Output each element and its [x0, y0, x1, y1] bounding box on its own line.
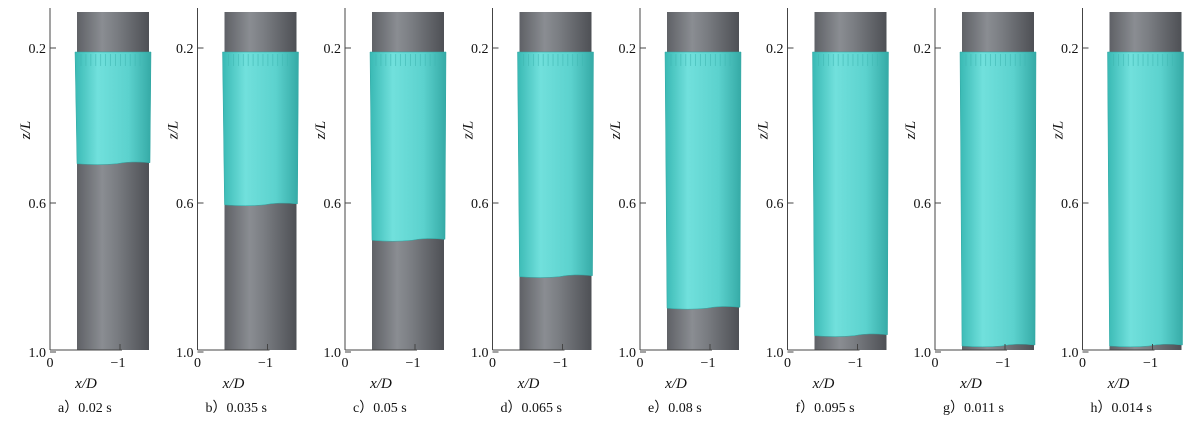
- y-tick-label: 0.6: [766, 197, 784, 212]
- panel-3: 0.2 0.6 1.0 z/L 0 −1 x/D c）0.05 s: [313, 8, 447, 416]
- x-tick-label: 0: [47, 356, 54, 371]
- y-tick-label: 1.0: [471, 346, 489, 361]
- x-axis-title: x/D: [812, 376, 835, 392]
- y-axis-title: z/L: [461, 121, 477, 140]
- liquid-film: [959, 51, 1037, 348]
- y-tick-label: 1.0: [324, 346, 342, 361]
- panel-caption: e）0.08 s: [648, 400, 702, 416]
- y-tick-label: 0.6: [176, 197, 194, 212]
- y-tick-label: 1.0: [619, 346, 637, 361]
- y-tick-label: 0.2: [619, 42, 637, 57]
- y-axis-title: z/L: [608, 121, 624, 140]
- y-tick-label: 0.2: [1061, 42, 1079, 57]
- x-axis-title: x/D: [517, 376, 540, 392]
- liquid-film: [812, 51, 889, 337]
- panel-5: 0.2 0.6 1.0 z/L 0 −1 x/D e）0.08 s: [608, 8, 742, 416]
- x-axis-title: x/D: [74, 376, 97, 392]
- x-axis-title: x/D: [369, 376, 392, 392]
- y-axis-title: z/L: [313, 121, 329, 140]
- x-axis-title: x/D: [959, 376, 982, 392]
- y-tick-label: 1.0: [766, 346, 784, 361]
- panel-1: 0.2 0.6 1.0 z/L 0 −1 x/D a）0.02 s: [18, 8, 152, 416]
- x-tick-label: −1: [1143, 356, 1158, 371]
- x-tick-label: −1: [111, 356, 126, 371]
- x-tick-label: −1: [848, 356, 863, 371]
- liquid-film: [369, 51, 447, 242]
- x-axis-title: x/D: [664, 376, 687, 392]
- x-tick-label: 0: [637, 356, 644, 371]
- panel-2: 0.2 0.6 1.0 z/L 0 −1 x/D b）0.035 s: [166, 8, 299, 416]
- x-tick-label: 0: [194, 356, 201, 371]
- x-tick-label: 0: [932, 356, 939, 371]
- x-axis-title: x/D: [1107, 376, 1130, 392]
- y-tick-label: 0.2: [914, 42, 932, 57]
- x-tick-label: −1: [406, 356, 421, 371]
- y-axis-title: z/L: [166, 121, 182, 140]
- x-tick-label: 0: [784, 356, 791, 371]
- liquid-film: [1107, 51, 1184, 348]
- panel-4: 0.2 0.6 1.0 z/L 0 −1 x/D d）0.065 s: [461, 8, 594, 416]
- x-tick-label: 0: [1079, 356, 1086, 371]
- panel-caption: b）0.035 s: [206, 400, 267, 416]
- x-axis-title: x/D: [222, 376, 245, 392]
- y-tick-label: 0.2: [29, 42, 47, 57]
- y-tick-label: 1.0: [1061, 346, 1079, 361]
- panel-6: 0.2 0.6 1.0 z/L 0 −1 x/D f）0.095 s: [756, 8, 889, 416]
- y-tick-label: 0.2: [766, 42, 784, 57]
- panel-7: 0.2 0.6 1.0 z/L 0 −1 x/D g）0.011 s: [903, 8, 1037, 416]
- y-tick-label: 0.6: [914, 197, 932, 212]
- y-axis-title: z/L: [18, 121, 34, 140]
- y-tick-label: 0.6: [471, 197, 489, 212]
- y-tick-label: 0.6: [619, 197, 637, 212]
- y-tick-label: 0.2: [471, 42, 489, 57]
- y-tick-label: 0.6: [29, 197, 47, 212]
- y-axis-title: z/L: [903, 121, 919, 140]
- panel-caption: a）0.02 s: [58, 400, 112, 416]
- x-tick-label: 0: [489, 356, 496, 371]
- y-axis-title: z/L: [1051, 121, 1067, 140]
- panel-caption: c）0.05 s: [353, 400, 407, 416]
- y-tick-label: 1.0: [176, 346, 194, 361]
- y-tick-label: 0.6: [1061, 197, 1079, 212]
- y-tick-label: 1.0: [29, 346, 47, 361]
- panel-8: 0.2 0.6 1.0 z/L 0 −1 x/D h）0.014 s: [1051, 8, 1184, 416]
- panel-caption: d）0.065 s: [501, 400, 562, 416]
- x-tick-label: −1: [553, 356, 568, 371]
- panel-caption: g）0.011 s: [943, 400, 1004, 416]
- liquid-film: [517, 51, 594, 278]
- x-tick-label: −1: [996, 356, 1011, 371]
- liquid-film: [74, 51, 152, 165]
- liquid-film: [222, 51, 299, 207]
- liquid-film: [664, 51, 742, 310]
- y-tick-label: 0.2: [176, 42, 194, 57]
- panel-caption: h）0.014 s: [1091, 400, 1152, 416]
- x-tick-label: −1: [258, 356, 273, 371]
- x-tick-label: −1: [701, 356, 716, 371]
- y-tick-label: 0.2: [324, 42, 342, 57]
- y-tick-label: 0.6: [324, 197, 342, 212]
- panel-caption: f）0.095 s: [796, 400, 855, 416]
- y-tick-label: 1.0: [914, 346, 932, 361]
- y-axis-title: z/L: [756, 121, 772, 140]
- x-tick-label: 0: [342, 356, 349, 371]
